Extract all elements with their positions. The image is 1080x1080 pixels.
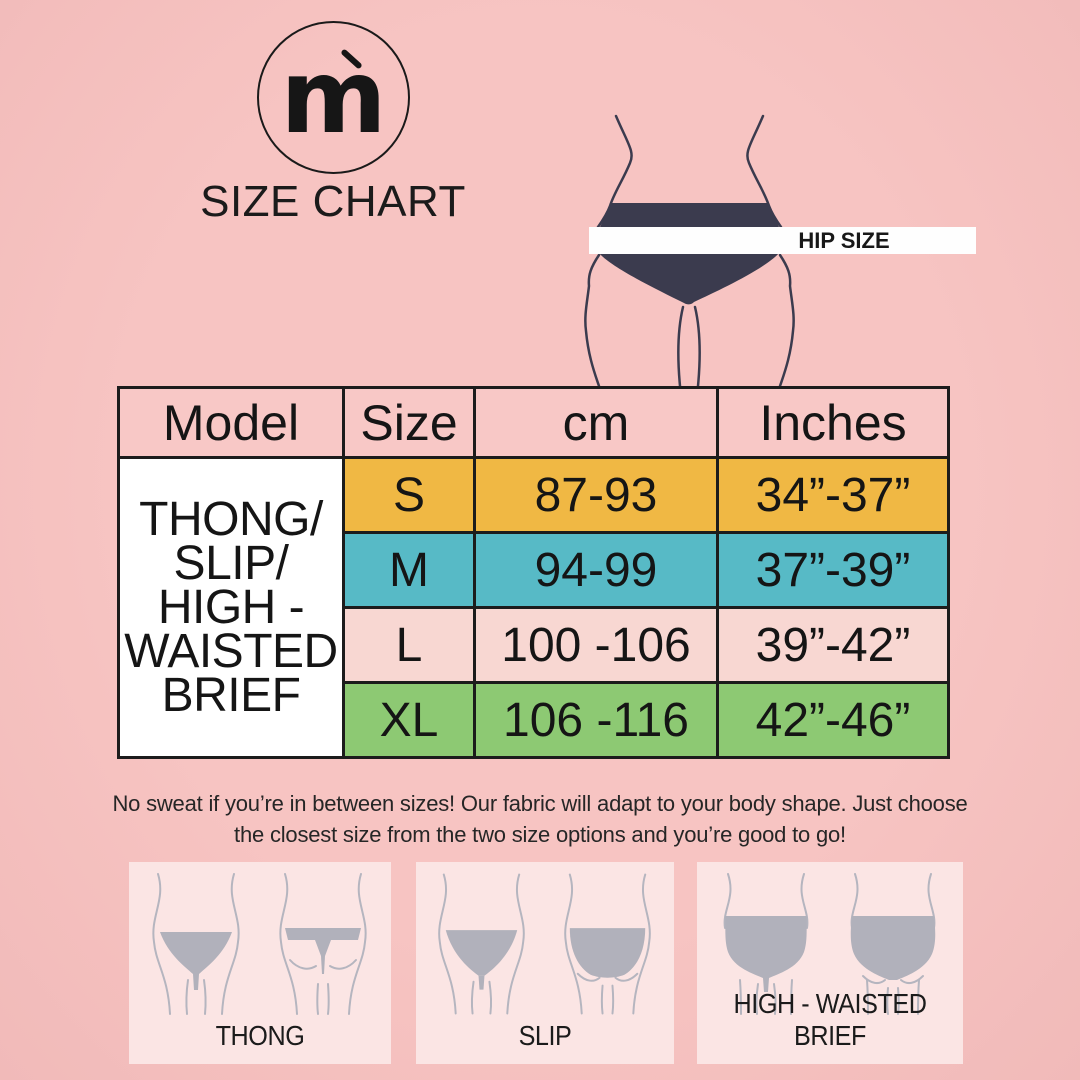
brand-logo: m bbox=[257, 21, 410, 174]
cm-cell: 87-93 bbox=[473, 456, 719, 534]
cm-cell: 100 -106 bbox=[473, 606, 719, 684]
page-title: SIZE CHART bbox=[200, 177, 466, 226]
table-header-row: Model Size cm Inches bbox=[117, 386, 950, 459]
sizing-note: No sweat if you’re in between sizes! Our… bbox=[0, 788, 1080, 850]
slip-illustration bbox=[438, 873, 651, 1015]
thong-illustration bbox=[152, 873, 367, 1015]
underwear-shape bbox=[599, 203, 779, 305]
model-line: THONG/ SLIP/ bbox=[139, 492, 323, 590]
table-row: THONG/ SLIP/ HIGH - WAISTED BRIEF S 87-9… bbox=[117, 456, 950, 759]
inches-cell: 37”-39” bbox=[716, 531, 950, 609]
table-row: L 100 -106 39”-42” bbox=[118, 606, 950, 684]
panel-label: SLIP bbox=[518, 1020, 572, 1051]
panel-label: THONG bbox=[215, 1020, 305, 1051]
header-size: Size bbox=[342, 386, 476, 459]
style-panel-high-waisted-brief: HIGH - WAISTED BRIEF bbox=[697, 862, 963, 1064]
sizing-note-line: No sweat if you’re in between sizes! Our… bbox=[112, 791, 968, 816]
size-cell: M bbox=[342, 531, 476, 609]
cm-cell: 94-99 bbox=[473, 531, 719, 609]
sizing-note-line: the closest size from the two size optio… bbox=[234, 822, 846, 847]
high-waisted-brief-illustration bbox=[723, 873, 936, 1015]
header-inches: Inches bbox=[716, 386, 950, 459]
table-row: M 94-99 37”-39” bbox=[118, 531, 950, 609]
hip-size-band bbox=[589, 227, 976, 254]
brand-letter: m bbox=[280, 38, 387, 157]
style-panel-slip: SLIP bbox=[416, 862, 674, 1064]
inches-cell: 34”-37” bbox=[716, 456, 950, 534]
cm-cell: 106 -116 bbox=[473, 681, 719, 759]
size-cell: L bbox=[342, 606, 476, 684]
inches-cell: 42”-46” bbox=[716, 681, 950, 759]
header-cm: cm bbox=[473, 386, 719, 459]
size-cell: XL bbox=[342, 681, 476, 759]
body-outline bbox=[584, 114, 795, 386]
size-cell: S bbox=[342, 456, 476, 534]
panel-label: HIGH - WAISTED BRIEF bbox=[733, 988, 927, 1051]
hip-measurement-figure: HIP SIZE bbox=[584, 114, 976, 386]
model-cell: THONG/ SLIP/ HIGH - WAISTED BRIEF bbox=[117, 456, 345, 759]
style-panel-thong: THONG bbox=[129, 862, 391, 1064]
hip-size-label: HIP SIZE bbox=[798, 228, 889, 253]
model-line: BRIEF bbox=[161, 668, 301, 722]
model-line: HIGH - WAISTED bbox=[124, 580, 338, 678]
size-table: Model Size cm Inches THONG/ SLIP/ HIGH -… bbox=[117, 386, 950, 759]
header-model: Model bbox=[117, 386, 345, 459]
inches-cell: 39”-42” bbox=[716, 606, 950, 684]
